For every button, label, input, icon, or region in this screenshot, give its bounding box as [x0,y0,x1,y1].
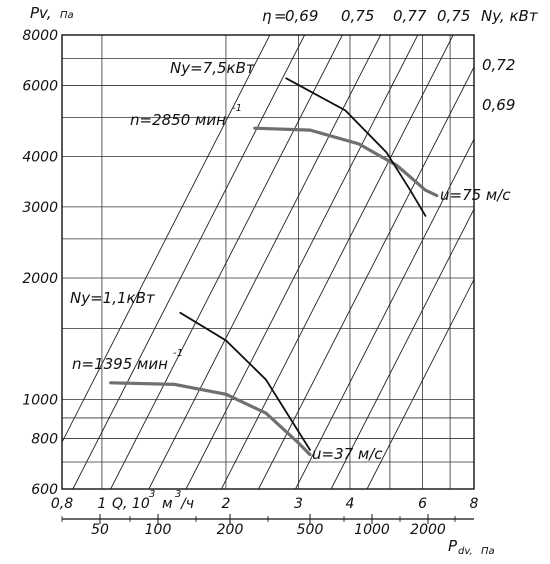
secondary-tick-label: 50 [91,522,109,538]
y-tick-label: 3000 [22,200,58,216]
secondary-tick-label: 2000 [410,522,446,538]
pressure-curve [253,126,439,198]
y-tick-label: 8000 [22,28,58,44]
curve-layer [109,77,439,457]
y-tick-label: 1000 [22,392,58,408]
x-axis-label: Q, 10 [112,496,150,512]
y-axis-label: Pv, [30,4,51,22]
x-tick-label: 6 [418,496,427,512]
x-axis-unit: м [162,496,173,512]
grid-layer [62,35,474,489]
x-tick-label: 1 [97,496,106,512]
eta-equals: = [274,7,287,25]
diagonal-line [148,35,382,489]
eta-top-label-0: 0,69 [285,7,318,25]
x-axis-unit-tail: /ч [179,496,194,512]
pressure-curve [109,381,312,457]
power-axis-label: Ny, кВт [481,7,539,25]
eta-top-label-3: 0,75 [437,7,470,25]
diagonal-line [366,278,474,489]
eta-top-label-1: 0,75 [341,7,374,25]
y-tick-label: 6000 [22,78,58,94]
x-axis-label-exp: 3 [149,489,155,500]
series-label-n-1395: n=1395 мин [72,355,168,373]
diagonal-line [185,35,419,489]
y-tick-label: 600 [31,482,58,498]
diagonal-line [72,35,305,489]
series-label-ny-1-1: Ny=1,1кВт [70,289,156,307]
x-tick-label: 2 [221,496,230,512]
diagonal-line [110,35,343,489]
secondary-axis-ticks: 50 100 200 500 1000 2000 [61,514,456,538]
plot-frame [61,34,475,490]
series-label-n-1395-exp: -1 [173,348,183,359]
y-tick-label: 4000 [22,149,58,165]
secondary-tick-label: 1000 [354,522,390,538]
secondary-tick-label: 100 [145,522,172,538]
eta-symbol: η [262,7,272,25]
x-axis-unit-exp: 3 [175,489,181,500]
secondary-axis-unit: Па [481,546,495,557]
eta-top-label-2: 0,77 [393,7,427,25]
power-curve [179,311,311,451]
diagonal-line [330,208,474,489]
y-tick-label: 2000 [22,271,58,287]
secondary-axis-label-sub: dv, [458,546,473,557]
x-tick-label: 4 [346,496,355,512]
diagonal-line [258,65,474,489]
diagonal-line [295,138,474,489]
diagonal-line [221,35,454,489]
diagonal-line [62,35,271,444]
secondary-tick-label: 500 [297,522,324,538]
secondary-axis-label: P [448,537,458,555]
y-tick-label: 800 [31,432,58,448]
annotation-speed-low: u=37 м/с [312,445,383,463]
x-tick-label: 3 [294,496,303,512]
y-axis-unit: Па [60,10,74,21]
eta-right-label-0: 0,72 [482,56,515,74]
diagonal-lines [62,35,474,489]
tick-labels: 8000 6000 4000 3000 2000 1000 800 6000,8 1 2 3 4 6 8 [22,28,478,512]
series-label-n-2850-exp: -1 [232,103,242,114]
x-tick-label: 8 [470,496,479,512]
secondary-tick-label: 200 [217,522,244,538]
series-label-n-2850: n=2850 мин [130,111,226,129]
series-label-ny-7-5: Ny=7,5кВт [170,59,256,77]
eta-right-label-1: 0,69 [482,96,515,114]
power-curve [285,77,427,217]
annotation-speed-high: u=75 м/с [440,186,511,204]
x-tick-label: 0,8 [51,496,73,512]
